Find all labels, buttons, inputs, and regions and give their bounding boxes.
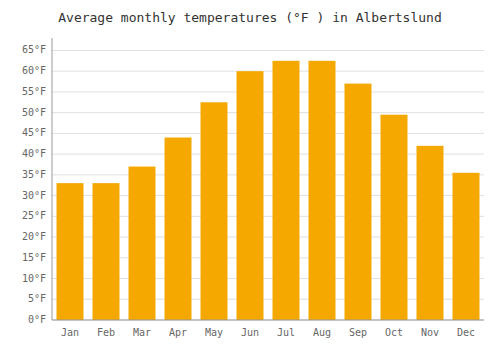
x-tick-label: Oct — [385, 327, 403, 338]
x-tick-label: Dec — [457, 327, 475, 338]
grid-line — [52, 112, 484, 113]
grid-line — [52, 91, 484, 92]
bar — [273, 61, 300, 320]
y-axis-line — [52, 38, 53, 320]
bar — [345, 84, 372, 320]
grid-line — [52, 320, 484, 321]
title: Average monthly temperatures (°F ) in Al… — [58, 10, 442, 25]
x-tick-label: Apr — [169, 327, 187, 338]
grid-line — [52, 71, 484, 72]
bar — [201, 102, 228, 320]
y-tick-label: 30°F — [22, 190, 46, 201]
y-tick-label: 60°F — [22, 65, 46, 76]
y-tick-label: 55°F — [22, 86, 46, 97]
bar — [417, 146, 444, 320]
bar — [381, 115, 408, 320]
chart: Average monthly temperatures (°F ) in Al… — [0, 0, 500, 350]
bar — [57, 183, 84, 320]
y-tick-label: 50°F — [22, 107, 46, 118]
x-tick-label: Jun — [241, 327, 259, 338]
x-tick-label: Nov — [421, 327, 439, 338]
y-tick-label: 45°F — [22, 127, 46, 138]
x-tick-label: Sep — [349, 327, 367, 338]
grid-line — [52, 133, 484, 134]
x-tick-label: Jul — [277, 327, 295, 338]
bar — [93, 183, 120, 320]
x-axis-ticks: Jan Feb Mar Apr May Jun Jul Aug Sep Oct Nov Dec — [61, 327, 475, 338]
bar — [237, 71, 264, 320]
x-tick-label: Feb — [97, 327, 115, 338]
grid — [52, 50, 484, 320]
chart-container: Average monthly temperatures (°F ) in Al… — [0, 0, 500, 350]
y-tick-label: 20°F — [22, 231, 46, 242]
y-tick-label: 10°F — [22, 273, 46, 284]
y-tick-label: 15°F — [22, 252, 46, 263]
x-tick-label: May — [205, 327, 223, 338]
bar — [453, 173, 480, 320]
y-tick-label: 0°F — [28, 314, 46, 325]
bar — [309, 61, 336, 320]
y-axis-ticks: 0°F 5°F 10°F 15°F 20°F 25°F 30°F 35°F 40°F 45°F 50… — [22, 44, 46, 325]
bars — [57, 61, 480, 320]
x-tick-label: Aug — [313, 327, 331, 338]
grid-line — [52, 50, 484, 51]
x-tick-label: Mar — [133, 327, 151, 338]
y-tick-label: 25°F — [22, 210, 46, 221]
bar — [129, 167, 156, 320]
x-axis-line — [52, 320, 484, 321]
bar — [165, 138, 192, 320]
x-tick-label: Jan — [61, 327, 79, 338]
y-tick-label: 35°F — [22, 169, 46, 180]
y-tick-label: 5°F — [28, 293, 46, 304]
y-tick-label: 65°F — [22, 44, 46, 55]
y-tick-label: 40°F — [22, 148, 46, 159]
